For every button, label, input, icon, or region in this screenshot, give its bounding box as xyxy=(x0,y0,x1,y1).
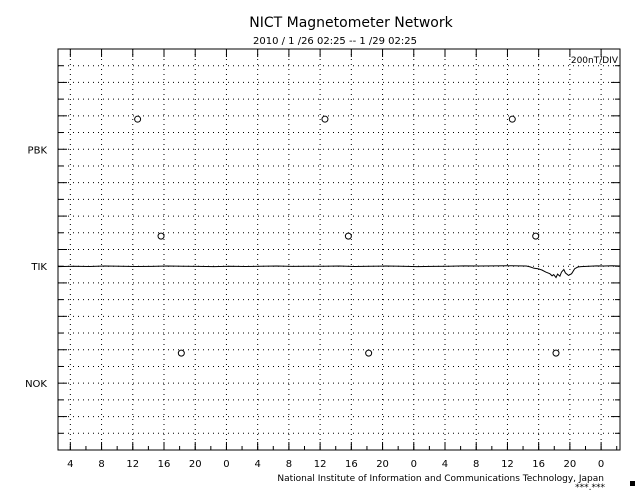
x-tick-label: 12 xyxy=(314,459,327,470)
x-tick-label: 0 xyxy=(223,459,229,470)
x-tick-label: 8 xyxy=(98,459,104,470)
midnight-marker-tik xyxy=(344,232,352,240)
tick-layer xyxy=(58,49,620,450)
midnight-marker-nok xyxy=(365,349,373,357)
x-tick-label: 4 xyxy=(67,459,73,470)
midnight-marker-layer xyxy=(134,115,560,357)
x-tick-label: 12 xyxy=(126,459,139,470)
x-tick-label: 20 xyxy=(189,459,202,470)
midnight-marker-pbk xyxy=(321,115,329,123)
x-tick-label: 20 xyxy=(564,459,577,470)
x-tick-label: 0 xyxy=(598,459,604,470)
x-tick-label: 8 xyxy=(473,459,479,470)
x-tick-label: 8 xyxy=(286,459,292,470)
time-range-subtitle: 2010 / 1 /26 02:25 -- 1 /29 02:25 xyxy=(253,36,417,47)
x-tick-label: 0 xyxy=(411,459,417,470)
x-tick-label: 4 xyxy=(442,459,448,470)
x-tick-label: 16 xyxy=(345,459,358,470)
x-tick-label: 16 xyxy=(158,459,171,470)
scale-label: 200nT/DIV xyxy=(571,56,619,66)
x-tick-label: 20 xyxy=(376,459,389,470)
midnight-marker-tik xyxy=(532,232,540,240)
credit-text: National Institute of Information and Co… xyxy=(277,474,604,484)
x-tick-label: 12 xyxy=(501,459,514,470)
station-label-pbk: PBK xyxy=(28,145,48,156)
x-axis-labels: 4 8 12 16 20 0 4 8 12 16 20 0 4 8 12 16 20 0 xyxy=(67,459,604,470)
midnight-marker-pbk xyxy=(508,115,516,123)
x-tick-label: 16 xyxy=(532,459,545,470)
midnight-marker-nok xyxy=(177,349,185,357)
chart-title: NICT Magnetometer Network xyxy=(249,15,453,31)
station-label-nok: NOK xyxy=(25,379,47,390)
series-line-tik xyxy=(57,265,621,279)
station-label-tik: TIK xyxy=(30,262,47,273)
midnight-marker-nok xyxy=(552,349,560,357)
x-tick-label: 4 xyxy=(254,459,260,470)
midnight-marker-pbk xyxy=(134,115,142,123)
plot-area xyxy=(57,48,621,451)
grid-layer xyxy=(58,49,620,450)
corner-mark xyxy=(630,481,635,486)
midnight-marker-tik xyxy=(157,232,165,240)
credit-suffix: ***.*** xyxy=(575,483,605,493)
station-label-layer: PBK TIK NOK xyxy=(25,145,47,390)
